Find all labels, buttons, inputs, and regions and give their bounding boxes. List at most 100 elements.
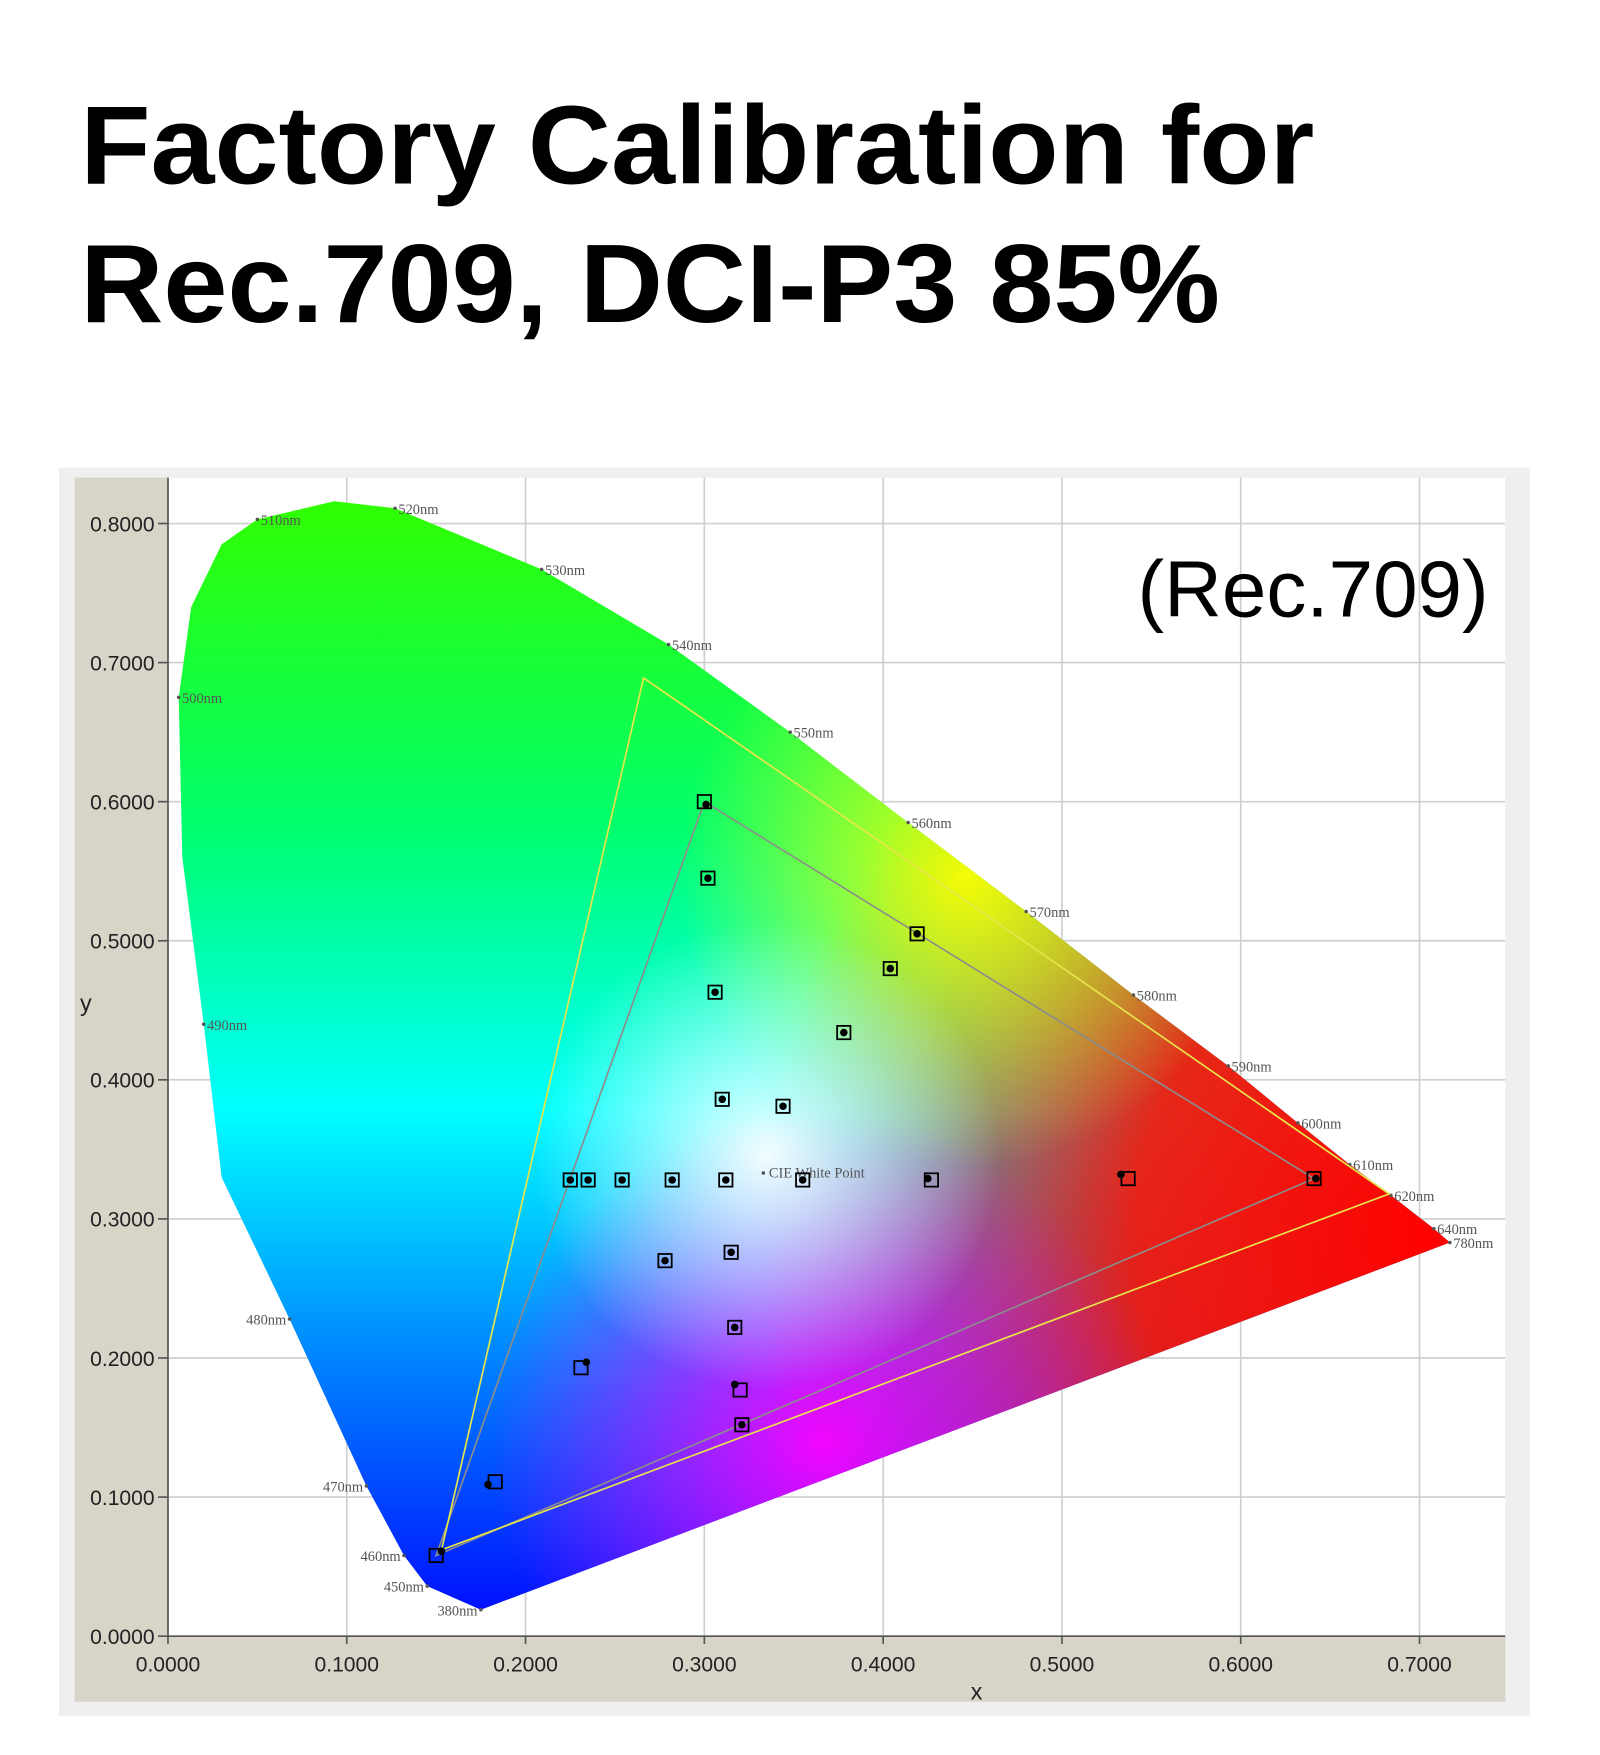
wavelength-label: 550nm xyxy=(794,726,834,742)
wavelength-label: 520nm xyxy=(398,502,438,518)
target-marker xyxy=(1120,1171,1136,1187)
wavelength-label: 530nm xyxy=(545,563,585,579)
y-tick-label: 0.1000 xyxy=(90,1487,155,1510)
measured-point xyxy=(924,1174,932,1183)
target-marker xyxy=(657,1253,673,1269)
target-marker xyxy=(718,1172,734,1188)
wavelength-point xyxy=(479,1607,483,1612)
y-tick-label: 0.4000 xyxy=(90,1070,155,1093)
y-axis-label: y xyxy=(80,990,92,1016)
measured-point xyxy=(668,1176,676,1184)
x-tick-label: 0.1000 xyxy=(315,1654,380,1677)
target-marker xyxy=(696,794,712,810)
wavelength-point xyxy=(176,695,181,700)
measured-point xyxy=(730,1380,739,1389)
measured-point xyxy=(618,1176,626,1184)
x-tick-label: 0.0000 xyxy=(136,1654,201,1677)
target-marker xyxy=(727,1319,743,1335)
measured-point xyxy=(840,1028,848,1037)
target-marker xyxy=(714,1091,730,1107)
target-marker xyxy=(795,1172,811,1188)
title-line: Rec.709, DCI-P3 85% xyxy=(80,221,1220,346)
target-marker xyxy=(580,1172,596,1188)
measured-point xyxy=(566,1176,575,1184)
measured-point xyxy=(1312,1174,1320,1183)
wavelength-point xyxy=(666,642,671,647)
measured-point xyxy=(437,1547,446,1556)
target-marker xyxy=(1306,1171,1322,1187)
wavelength-point xyxy=(1131,993,1136,997)
gamut-triangle xyxy=(440,676,1391,1552)
target-marker xyxy=(428,1547,444,1564)
wavelength-label: 560nm xyxy=(912,816,952,832)
wavelength-point xyxy=(1296,1121,1300,1125)
annotation: (Rec.709) xyxy=(1138,544,1489,633)
y-tick-label: 0.7000 xyxy=(90,652,155,675)
measured-point xyxy=(711,988,719,996)
wavelength-point xyxy=(402,1553,406,1558)
wavelength-label: 480nm xyxy=(246,1313,286,1329)
measured-point xyxy=(730,1323,739,1332)
y-tick-label: 0.8000 xyxy=(90,513,155,536)
wavelength-label: 600nm xyxy=(1301,1117,1341,1133)
wavelength-point xyxy=(287,1317,292,1321)
wavelength-label: 490nm xyxy=(207,1018,247,1034)
measured-point xyxy=(722,1176,730,1184)
wavelength-label: 580nm xyxy=(1137,989,1177,1005)
x-tick-label: 0.3000 xyxy=(672,1654,737,1677)
wavelength-label: 500nm xyxy=(182,691,222,707)
wavelength-point xyxy=(1226,1064,1230,1068)
target-marker xyxy=(700,870,716,886)
wavelength-label: 460nm xyxy=(361,1549,401,1565)
target-marker xyxy=(614,1172,630,1188)
wavelength-label: 590nm xyxy=(1232,1059,1272,1075)
measured-point xyxy=(727,1248,735,1257)
white-point xyxy=(761,1171,766,1175)
x-tick-label: 0.4000 xyxy=(851,1654,916,1677)
target-marker xyxy=(707,984,723,1000)
wavelength-label: 450nm xyxy=(384,1580,424,1596)
y-tick-label: 0.5000 xyxy=(90,931,155,954)
white-point-label: CIE White Point xyxy=(769,1165,865,1181)
target-marker xyxy=(909,926,925,942)
y-tick-label: 0.0000 xyxy=(90,1626,155,1649)
measured-point xyxy=(798,1176,807,1184)
wavelength-point xyxy=(1024,909,1028,914)
wavelength-label: 540nm xyxy=(672,638,712,654)
y-tick-label: 0.2000 xyxy=(90,1348,155,1371)
x-tick-label: 0.7000 xyxy=(1387,1654,1452,1677)
target-marker xyxy=(775,1098,791,1114)
target-marker xyxy=(562,1172,578,1188)
target-marker xyxy=(734,1417,750,1433)
wavelength-point xyxy=(906,820,910,825)
measured-point xyxy=(582,1358,591,1366)
wavelength-label: 780nm xyxy=(1453,1236,1493,1252)
y-tick-label: 0.3000 xyxy=(90,1209,155,1232)
wavelength-label: 510nm xyxy=(261,513,301,529)
measured-point xyxy=(886,964,895,973)
wavelength-point xyxy=(201,1022,206,1026)
wavelength-label: 640nm xyxy=(1437,1222,1477,1238)
measured-point xyxy=(1117,1170,1125,1179)
measured-point xyxy=(779,1102,787,1111)
wavelength-point xyxy=(539,567,544,572)
measured-point xyxy=(484,1480,492,1489)
measured-point xyxy=(738,1420,746,1429)
target-marker xyxy=(732,1382,748,1398)
target-marker xyxy=(882,961,898,977)
target-marker xyxy=(664,1172,680,1188)
target-marker xyxy=(836,1024,852,1041)
measured-point xyxy=(718,1095,727,1104)
measured-point xyxy=(584,1176,592,1184)
wavelength-label: 380nm xyxy=(437,1603,477,1619)
x-axis-label: x xyxy=(971,1678,983,1704)
target-marker xyxy=(723,1244,739,1260)
wavelength-point xyxy=(788,730,792,734)
wavelength-point xyxy=(364,1484,369,1488)
wavelength-point xyxy=(1432,1226,1436,1231)
wavelength-point xyxy=(425,1584,430,1588)
wavelength-label: 610nm xyxy=(1353,1158,1393,1174)
wavelength-label: 470nm xyxy=(323,1479,363,1495)
